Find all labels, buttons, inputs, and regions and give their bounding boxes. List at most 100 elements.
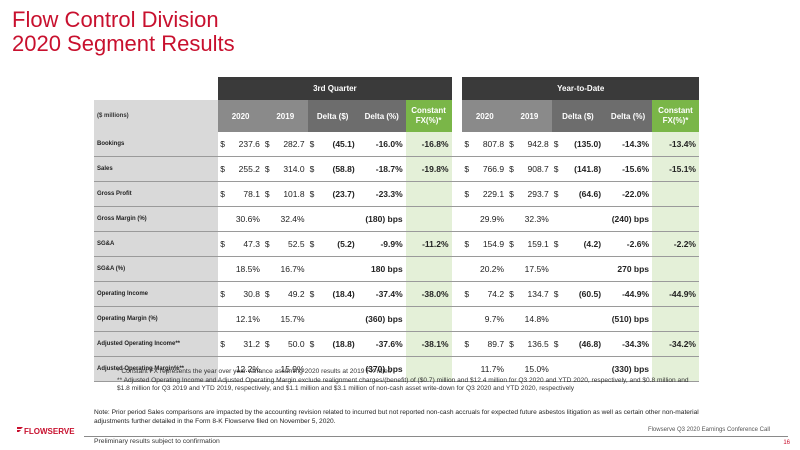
ytd-constant-fx-cell: -34.2% — [652, 331, 699, 357]
row-label: Adjusted Operating Income** — [94, 331, 219, 357]
q3-delta-usd-cell — [318, 256, 358, 282]
ytd-2019-header: 2019 — [507, 100, 552, 132]
ytd-delta-pct-cell: -14.3% — [604, 132, 653, 157]
ytd-2019-value-cell: 293.7 — [517, 181, 552, 207]
table-row: Adjusted Operating Margin%** 12.2% 15.9% (3… — [94, 356, 699, 382]
q3-delta-usd-currency-cell: $ — [307, 181, 319, 207]
column-gap — [451, 306, 463, 332]
q3-2020-value-cell: 255.2 — [229, 156, 263, 182]
ytd-2019-value-cell: 32.3% — [517, 206, 552, 232]
ytd-delta-pct-cell: -22.0% — [604, 181, 653, 207]
column-gap — [451, 156, 463, 182]
ytd-2020-header: 2020 — [462, 100, 508, 132]
ytd-2019-currency-cell — [507, 256, 518, 282]
q3-delta-usd-currency-cell — [307, 356, 319, 382]
ytd-2019-value-cell: 15.0% — [517, 356, 552, 382]
header-gap — [451, 77, 463, 100]
q3-delta-usd-currency-cell — [307, 256, 319, 282]
ytd-2019-currency-cell — [507, 306, 518, 332]
ytd-2020-value-cell: 74.2 — [473, 281, 508, 307]
ytd-delta-pct-cell: -2.6% — [604, 231, 653, 257]
column-gap — [451, 281, 463, 307]
q3-2020-currency-cell — [218, 306, 230, 332]
ytd-delta-usd-cell — [562, 206, 605, 232]
ytd-2020-currency-cell: $ — [462, 331, 474, 357]
segment-results-table: 3rd Quarter Year-to-Date ($ millions) 20… — [94, 77, 699, 382]
table-row: SG&A $47.3 $52.5 $ (5.2) -9.9% -11.2% $154.9 $15… — [94, 231, 699, 257]
ytd-2019-value-cell: 17.5% — [517, 256, 552, 282]
q3-delta-usd-cell: (18.4) — [318, 281, 358, 307]
header-gap-2 — [451, 100, 463, 132]
footnote-constant-fx: * Constant FX represents the year over y… — [117, 368, 392, 375]
table-row: Bookings $237.6 $282.7 $ (45.1) -16.0% -16.8% $… — [94, 132, 699, 157]
ytd-delta-usd-currency-cell — [551, 306, 563, 332]
ytd-2020-value-cell: 9.7% — [473, 306, 508, 332]
ytd-2019-value-cell: 159.1 — [517, 231, 552, 257]
q3-2019-currency-cell — [262, 356, 274, 382]
q3-constant-fx-cell — [405, 306, 452, 332]
ytd-delta-usd-currency-cell: $ — [551, 281, 563, 307]
ytd-2020-currency-cell — [462, 356, 474, 382]
ytd-2019-value-cell: 908.7 — [517, 156, 552, 182]
q3-2019-currency-cell: $ — [262, 331, 274, 357]
q3-2019-value-cell: 15.9% — [273, 356, 308, 382]
ytd-2020-value-cell: 29.9% — [473, 206, 508, 232]
slide-title: Flow Control Division 2020 Segment Resul… — [12, 8, 235, 56]
ytd-2020-currency-cell: $ — [462, 132, 474, 157]
ytd-delta-usd-currency-cell: $ — [551, 156, 563, 182]
q3-2020-header: 2020 — [218, 100, 263, 132]
q3-2020-currency-cell — [218, 356, 230, 382]
ytd-2020-value-cell: 766.9 — [473, 156, 508, 182]
ytd-2019-currency-cell — [507, 206, 518, 232]
q3-constant-fx-cell — [405, 181, 452, 207]
q3-constant-fx-cell — [405, 206, 452, 232]
q3-delta-usd-cell — [318, 356, 358, 382]
ytd-delta-usd-currency-cell — [551, 256, 563, 282]
ytd-delta-pct-cell: -15.6% — [604, 156, 653, 182]
ytd-delta-usd-cell — [562, 306, 605, 332]
q3-delta-pct-cell: -16.0% — [357, 132, 406, 157]
q3-2019-value-cell: 16.7% — [273, 256, 308, 282]
ytd-constant-fx-cell: -2.2% — [652, 231, 699, 257]
q3-constant-fx-cell: -38.1% — [405, 331, 452, 357]
ytd-delta-pct-cell: -44.9% — [604, 281, 653, 307]
q3-2019-value-cell: 282.7 — [273, 132, 308, 157]
ytd-constant-fx-cell — [652, 306, 699, 332]
ytd-constant-fx-cell — [652, 181, 699, 207]
q3-2019-value-cell: 52.5 — [273, 231, 308, 257]
ytd-2020-currency-cell — [462, 306, 474, 332]
table-row: Gross Margin (%) 30.6% 32.4% (180) bps 29.9%… — [94, 206, 699, 232]
q3-2020-value-cell: 237.6 — [229, 132, 263, 157]
ytd-delta-usd-currency-cell — [551, 206, 563, 232]
header-blank — [94, 77, 219, 100]
q3-delta-usd-currency-cell: $ — [307, 281, 319, 307]
column-gap — [451, 231, 463, 257]
ytd-2019-currency-cell: $ — [507, 331, 518, 357]
column-gap — [451, 132, 463, 157]
flowserve-logo: FLOWSERVE — [17, 427, 75, 436]
q3-2019-value-cell: 101.8 — [273, 181, 308, 207]
ytd-constant-fx-cell — [652, 356, 699, 382]
table-body: Bookings $237.6 $282.7 $ (45.1) -16.0% -16.8% $… — [94, 132, 699, 382]
q3-2019-currency-cell: $ — [262, 156, 274, 182]
ytd-2019-currency-cell: $ — [507, 156, 518, 182]
q3-2019-value-cell: 49.2 — [273, 281, 308, 307]
q3-delta-pct-cell: -37.6% — [357, 331, 406, 357]
q3-2019-currency-cell: $ — [262, 281, 274, 307]
q3-2020-currency-cell: $ — [218, 181, 230, 207]
ytd-2020-currency-cell: $ — [462, 231, 474, 257]
q3-2020-currency-cell: $ — [218, 331, 230, 357]
ytd-2020-value-cell: 229.1 — [473, 181, 508, 207]
ytd-delta-pct-cell: 270 bps — [604, 256, 653, 282]
q3-2019-currency-cell: $ — [262, 181, 274, 207]
q3-2020-currency-cell: $ — [218, 132, 230, 157]
ytd-2019-currency-cell: $ — [507, 281, 518, 307]
q3-2020-value-cell: 12.2% — [229, 356, 263, 382]
q3-2020-currency-cell: $ — [218, 281, 230, 307]
row-label: Gross Profit — [94, 181, 219, 207]
q3-2020-value-cell: 78.1 — [229, 181, 263, 207]
ytd-delta-usd-cell: (135.0) — [562, 132, 605, 157]
ytd-2019-value-cell: 14.8% — [517, 306, 552, 332]
q3-delta-usd-cell: (23.7) — [318, 181, 358, 207]
q3-2019-currency-cell: $ — [262, 132, 274, 157]
